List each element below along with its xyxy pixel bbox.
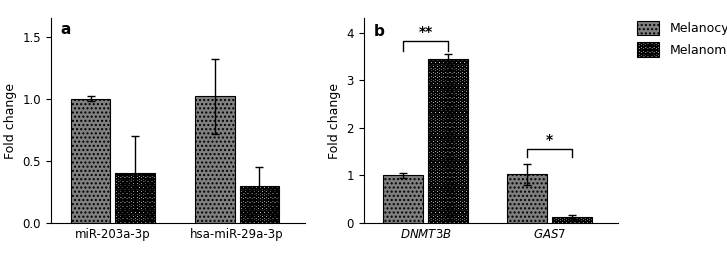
- Text: **: **: [419, 25, 433, 39]
- Bar: [71, 99, 111, 223]
- Legend: Melanocyte, Melanoma: Melanocyte, Melanoma: [637, 20, 727, 57]
- Bar: [195, 96, 235, 223]
- Text: *: *: [546, 133, 553, 147]
- Bar: [240, 185, 279, 223]
- Bar: [507, 174, 547, 223]
- Bar: [553, 216, 592, 223]
- Y-axis label: Fold change: Fold change: [328, 83, 341, 159]
- Text: a: a: [61, 22, 71, 37]
- Bar: [383, 175, 423, 223]
- Bar: [116, 173, 155, 223]
- Text: b: b: [374, 24, 385, 39]
- Y-axis label: Fold change: Fold change: [4, 83, 17, 159]
- Bar: [428, 59, 467, 223]
